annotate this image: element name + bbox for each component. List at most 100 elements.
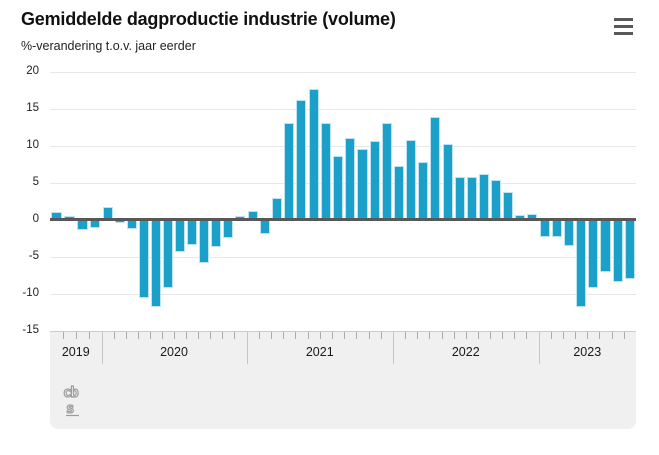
month-tick [319,332,321,339]
year-divider [246,332,248,364]
bar[interactable] [259,219,270,234]
bar[interactable] [138,219,149,298]
bar[interactable] [491,179,502,220]
x-axis-year-label: 2020 [160,345,188,359]
bar[interactable] [551,219,562,237]
bar[interactable] [418,161,429,220]
bar[interactable] [442,144,453,220]
bar[interactable] [211,219,222,247]
month-tick [380,332,382,339]
month-tick [502,332,504,339]
bar[interactable] [284,123,295,220]
month-tick [75,332,77,339]
month-tick [599,332,601,339]
month-tick [174,332,175,339]
month-tick [332,332,333,339]
y-axis-tick-label: -10 [22,287,39,299]
bar[interactable] [357,148,368,220]
zero-line [50,218,636,221]
bar[interactable] [308,89,319,220]
month-tick [514,332,516,339]
gridline [50,145,636,147]
y-axis-tick-label: 20 [26,65,39,77]
bar[interactable] [503,192,514,220]
gridline [50,256,636,258]
bar[interactable] [175,219,186,253]
bar[interactable] [539,219,550,238]
cbs-logo: cb s [62,384,85,418]
bar[interactable] [624,219,635,279]
bar[interactable] [187,219,198,245]
bar[interactable] [381,123,392,220]
x-axis-year-label: 2019 [61,345,90,359]
bar[interactable] [271,198,283,220]
bar[interactable] [454,177,465,220]
bar[interactable] [478,174,489,220]
month-tick [234,332,236,339]
y-axis-tick-label: -15 [22,324,39,336]
month-tick [562,332,564,339]
hamburger-bar [614,31,633,35]
month-tick [356,332,358,339]
bar[interactable] [600,219,611,272]
month-tick [575,332,577,339]
bar[interactable] [466,177,477,220]
year-divider [393,332,394,364]
bar[interactable] [430,117,441,220]
month-tick [453,332,455,339]
bar[interactable] [394,165,405,220]
month-tick [344,332,346,339]
bar[interactable] [150,219,161,307]
bar[interactable] [223,219,234,238]
gridline [50,293,636,295]
month-tick [490,332,491,339]
bar[interactable] [320,122,331,220]
hamburger-menu-icon[interactable] [614,18,634,35]
hamburger-bar [614,24,633,29]
chart-title: Gemiddelde dagproductie industrie (volum… [21,9,396,29]
svg-text:cb: cb [63,385,78,401]
month-tick [198,332,200,339]
bar[interactable] [369,141,380,220]
y-axis-tick-label: 10 [26,139,39,151]
bar[interactable] [563,219,575,247]
month-tick [417,332,419,339]
month-tick [526,332,528,339]
bar[interactable] [296,100,307,220]
month-tick [62,332,64,339]
bar[interactable] [162,219,173,288]
x-axis-band [50,331,636,429]
month-tick [270,332,272,339]
bar[interactable] [345,138,356,220]
x-axis-year-label: 2023 [573,345,602,359]
svg-text:s: s [66,401,74,417]
bar[interactable] [333,155,344,220]
month-tick [113,332,115,339]
hamburger-bar [614,18,633,22]
month-tick [477,332,479,339]
y-axis-tick-label: -5 [28,250,39,262]
month-tick [550,332,552,339]
bar[interactable] [576,219,587,307]
y-axis-tick-label: 15 [26,102,39,114]
month-tick [186,332,188,339]
month-tick [88,332,90,339]
bar[interactable] [406,140,417,220]
month-tick [210,332,212,339]
gridline [50,71,636,73]
bar[interactable] [588,219,599,288]
bar[interactable] [199,219,210,264]
month-tick [405,332,407,339]
month-tick [429,332,431,339]
bar[interactable] [612,219,623,282]
month-tick [441,332,443,339]
bar[interactable] [76,219,88,230]
month-tick [295,332,297,339]
month-tick [137,332,139,339]
month-tick [465,332,467,339]
year-divider [538,332,540,364]
gridline [50,108,636,110]
month-tick [125,332,127,339]
